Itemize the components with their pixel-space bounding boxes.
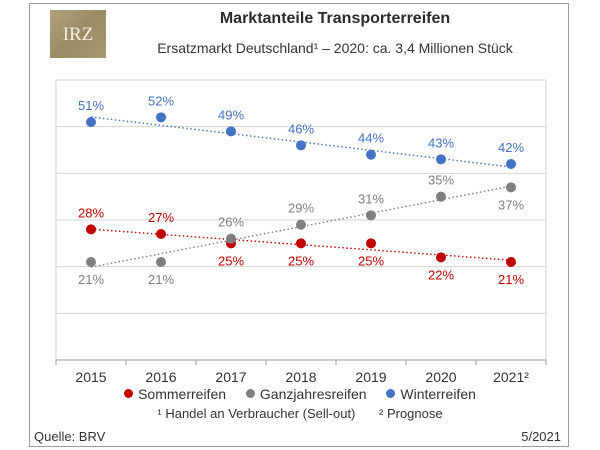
data-label-sommerreifen: 22% (428, 267, 454, 282)
logo-text: IRZ (62, 24, 94, 45)
data-label-winterreifen: 51% (78, 98, 104, 113)
point-winterreifen (156, 112, 166, 123)
data-label-sommerreifen: 27% (148, 210, 174, 225)
data-label-ganzjahresreifen: 31% (358, 191, 384, 206)
legend-item-sommerreifen: Sommerreifen (124, 386, 226, 402)
legend: Sommerreifen Ganzjahresreifen Winterreif… (0, 386, 600, 402)
chart-subtitle: Ersatzmarkt Deutschland¹ – 2020: ca. 3,4… (157, 40, 513, 56)
point-sommerreifen (296, 238, 306, 249)
point-winterreifen (436, 154, 446, 165)
data-label-winterreifen: 44% (358, 131, 384, 146)
x-tick-label: 2016 (145, 369, 176, 385)
point-ganzjahresreifen (366, 210, 376, 221)
point-ganzjahresreifen (226, 233, 236, 244)
logo: IRZ (50, 10, 106, 58)
x-tick-label: 2018 (285, 369, 316, 385)
data-label-winterreifen: 46% (288, 121, 314, 136)
data-label-ganzjahresreifen: 29% (288, 201, 314, 216)
point-sommerreifen (366, 238, 376, 249)
point-sommerreifen (156, 229, 166, 239)
footnotes: ¹ Handel an Verbraucher (Sell-out) ² Pro… (0, 406, 600, 421)
x-tick-label: 2020 (425, 369, 456, 385)
point-ganzjahresreifen (506, 182, 516, 193)
x-tick-label: 2021² (493, 369, 529, 385)
point-winterreifen (296, 140, 306, 151)
data-label-sommerreifen: 25% (218, 253, 244, 268)
data-label-sommerreifen: 25% (358, 253, 384, 268)
legend-item-winterreifen: Winterreifen (386, 386, 476, 402)
x-tick-label: 2019 (355, 369, 386, 385)
date-note: 5/2021 (521, 429, 561, 444)
data-label-winterreifen: 52% (148, 93, 174, 108)
point-ganzjahresreifen (296, 219, 306, 230)
data-label-ganzjahresreifen: 21% (78, 272, 104, 287)
legend-marker-ganzjahresreifen (245, 389, 255, 398)
point-winterreifen (86, 117, 96, 127)
data-label-winterreifen: 42% (498, 140, 524, 155)
data-label-winterreifen: 43% (428, 135, 454, 150)
point-ganzjahresreifen (86, 257, 96, 267)
legend-label-winterreifen: Winterreifen (400, 386, 476, 402)
legend-marker-sommerreifen (124, 389, 134, 398)
data-label-sommerreifen: 25% (288, 253, 314, 268)
data-label-ganzjahresreifen: 26% (218, 215, 244, 230)
legend-item-ganzjahresreifen: Ganzjahresreifen (245, 386, 367, 402)
legend-label-sommerreifen: Sommerreifen (138, 386, 227, 402)
legend-label-ganzjahresreifen: Ganzjahresreifen (259, 386, 367, 402)
data-label-sommerreifen: 28% (78, 205, 104, 220)
chart-title: Marktanteile Transporterreifen (219, 10, 451, 27)
point-sommerreifen (506, 257, 516, 267)
footnote-prognose: ² Prognose (379, 406, 443, 421)
point-sommerreifen (86, 224, 96, 235)
point-ganzjahresreifen (436, 191, 446, 202)
x-tick-label: 2017 (215, 369, 246, 385)
x-tick-label: 2015 (75, 369, 106, 385)
point-winterreifen (366, 149, 376, 160)
point-winterreifen (506, 159, 516, 169)
legend-marker-winterreifen (386, 389, 396, 398)
point-winterreifen (226, 126, 236, 137)
data-label-ganzjahresreifen: 35% (428, 173, 454, 188)
source-note: Quelle: BRV (34, 429, 106, 444)
footnote-sell-out: ¹ Handel an Verbraucher (Sell-out) (157, 406, 356, 421)
data-label-ganzjahresreifen: 37% (498, 197, 524, 212)
data-label-sommerreifen: 21% (498, 272, 524, 287)
point-ganzjahresreifen (156, 257, 166, 267)
point-sommerreifen (436, 252, 446, 263)
data-label-winterreifen: 49% (218, 107, 244, 122)
data-label-ganzjahresreifen: 21% (148, 272, 174, 287)
